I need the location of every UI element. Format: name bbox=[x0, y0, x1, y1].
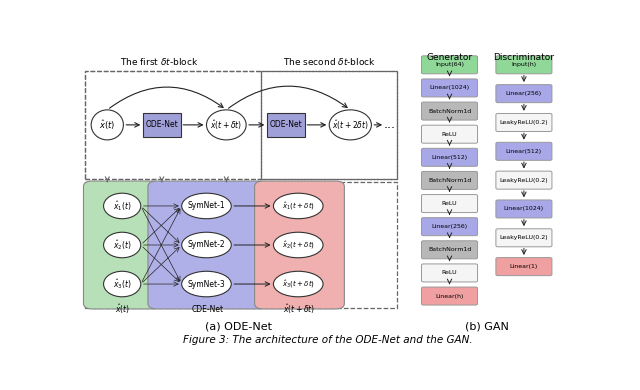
Text: The first $\delta t$-block: The first $\delta t$-block bbox=[120, 56, 198, 67]
FancyBboxPatch shape bbox=[83, 181, 161, 309]
Text: ReLU: ReLU bbox=[442, 132, 458, 136]
Text: $\hat{x}(t)$: $\hat{x}(t)$ bbox=[99, 118, 115, 132]
Text: Linear(1024): Linear(1024) bbox=[429, 85, 470, 90]
FancyBboxPatch shape bbox=[422, 218, 477, 236]
Text: ReLU: ReLU bbox=[442, 270, 458, 275]
Text: Generator: Generator bbox=[426, 53, 472, 62]
FancyBboxPatch shape bbox=[422, 195, 477, 213]
Text: BatchNorm1d: BatchNorm1d bbox=[428, 247, 471, 252]
Ellipse shape bbox=[182, 232, 231, 258]
Bar bbox=[85, 71, 397, 179]
FancyBboxPatch shape bbox=[255, 181, 344, 309]
Text: (a) ODE-Net: (a) ODE-Net bbox=[205, 321, 272, 331]
FancyBboxPatch shape bbox=[496, 113, 552, 131]
Text: The second $\delta t$-block: The second $\delta t$-block bbox=[283, 56, 376, 67]
Ellipse shape bbox=[273, 193, 323, 219]
Ellipse shape bbox=[273, 232, 323, 258]
Bar bbox=[261, 71, 397, 179]
FancyBboxPatch shape bbox=[422, 241, 477, 259]
FancyBboxPatch shape bbox=[422, 148, 477, 166]
FancyBboxPatch shape bbox=[496, 229, 552, 247]
Text: ReLU: ReLU bbox=[442, 201, 458, 206]
FancyBboxPatch shape bbox=[422, 125, 477, 143]
Text: LeakyReLU(0.2): LeakyReLU(0.2) bbox=[500, 177, 548, 183]
FancyBboxPatch shape bbox=[422, 102, 477, 120]
Bar bbox=[85, 71, 261, 179]
FancyBboxPatch shape bbox=[422, 264, 477, 282]
Ellipse shape bbox=[273, 271, 323, 297]
Text: SymNet-1: SymNet-1 bbox=[188, 202, 225, 211]
FancyBboxPatch shape bbox=[496, 171, 552, 189]
Text: SymNet-2: SymNet-2 bbox=[188, 241, 225, 250]
FancyBboxPatch shape bbox=[422, 56, 477, 74]
FancyBboxPatch shape bbox=[422, 287, 477, 305]
Ellipse shape bbox=[104, 232, 141, 258]
FancyBboxPatch shape bbox=[496, 142, 552, 160]
FancyBboxPatch shape bbox=[148, 181, 268, 309]
FancyBboxPatch shape bbox=[267, 113, 305, 137]
Text: $\hat{x}_1(t)$: $\hat{x}_1(t)$ bbox=[113, 199, 132, 213]
Ellipse shape bbox=[104, 271, 141, 297]
Text: CDE-Net: CDE-Net bbox=[191, 305, 224, 314]
Text: Input(h): Input(h) bbox=[511, 62, 536, 67]
Text: Input(64): Input(64) bbox=[435, 62, 464, 67]
Text: $\hat{x}_1(t+\delta t)$: $\hat{x}_1(t+\delta t)$ bbox=[282, 200, 315, 212]
FancyBboxPatch shape bbox=[496, 200, 552, 218]
Text: $\hat{x}_3(t+\delta t)$: $\hat{x}_3(t+\delta t)$ bbox=[282, 278, 315, 290]
Text: LeakyReLU(0.2): LeakyReLU(0.2) bbox=[500, 235, 548, 240]
Text: ...: ... bbox=[384, 119, 396, 131]
Text: Discriminator: Discriminator bbox=[493, 53, 554, 62]
Ellipse shape bbox=[182, 193, 231, 219]
Text: Linear(256): Linear(256) bbox=[506, 91, 542, 96]
Text: Linear(512): Linear(512) bbox=[506, 149, 542, 154]
Bar bbox=[85, 182, 397, 308]
Text: $\hat{x}(t)$: $\hat{x}(t)$ bbox=[115, 303, 130, 316]
Text: BatchNorm1d: BatchNorm1d bbox=[428, 108, 471, 113]
Text: ODE-Net: ODE-Net bbox=[269, 121, 302, 129]
Text: $\hat{x}_3(t)$: $\hat{x}_3(t)$ bbox=[113, 277, 132, 291]
FancyBboxPatch shape bbox=[143, 113, 181, 137]
Text: Linear(512): Linear(512) bbox=[431, 155, 468, 160]
Ellipse shape bbox=[329, 110, 371, 140]
FancyBboxPatch shape bbox=[496, 258, 552, 276]
Text: Linear(256): Linear(256) bbox=[431, 224, 468, 229]
FancyBboxPatch shape bbox=[496, 56, 552, 74]
Text: Linear(h): Linear(h) bbox=[435, 294, 464, 299]
Ellipse shape bbox=[207, 110, 246, 140]
Text: $\hat{x}(t+\delta t)$: $\hat{x}(t+\delta t)$ bbox=[211, 118, 243, 131]
Text: ODE-Net: ODE-Net bbox=[145, 121, 178, 129]
Text: (b) GAN: (b) GAN bbox=[465, 321, 509, 331]
Text: LeakyReLU(0.2): LeakyReLU(0.2) bbox=[500, 120, 548, 125]
Text: $\hat{x}(t+\delta t)$: $\hat{x}(t+\delta t)$ bbox=[284, 303, 316, 316]
Text: SymNet-3: SymNet-3 bbox=[188, 280, 225, 289]
Ellipse shape bbox=[104, 193, 141, 219]
Ellipse shape bbox=[91, 110, 124, 140]
FancyBboxPatch shape bbox=[422, 79, 477, 97]
FancyBboxPatch shape bbox=[496, 85, 552, 103]
Text: $\hat{x}_2(t+\delta t)$: $\hat{x}_2(t+\delta t)$ bbox=[282, 239, 315, 251]
Text: $\hat{x}(t+2\delta t)$: $\hat{x}(t+2\delta t)$ bbox=[332, 118, 369, 131]
Text: Linear(1): Linear(1) bbox=[510, 264, 538, 269]
Text: BatchNorm1d: BatchNorm1d bbox=[428, 178, 471, 183]
Text: Figure 3: The architecture of the ODE-Net and the GAN.: Figure 3: The architecture of the ODE-Ne… bbox=[183, 335, 473, 345]
FancyBboxPatch shape bbox=[422, 172, 477, 190]
Ellipse shape bbox=[182, 271, 231, 297]
Text: $\hat{x}_2(t)$: $\hat{x}_2(t)$ bbox=[113, 238, 132, 252]
Text: Linear(1024): Linear(1024) bbox=[504, 206, 544, 211]
